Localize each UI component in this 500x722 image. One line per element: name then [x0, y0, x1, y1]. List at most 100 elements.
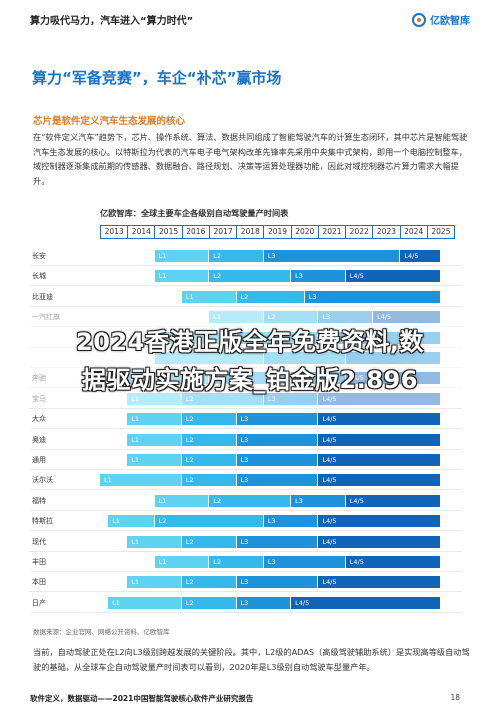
row-divider [30, 428, 462, 430]
timeline-segment: L1 [127, 413, 181, 426]
segment-level-label: L4/5 [318, 474, 441, 487]
segment-level-label: L1 [127, 413, 181, 426]
row-divider [30, 265, 462, 266]
segment-level-label: L2 [209, 556, 263, 568]
timeline-segment: L2 [181, 596, 236, 609]
timeline-segment: L2 [181, 474, 236, 487]
segment-level-label: L2 [181, 413, 236, 426]
segment-level-label: L3 [291, 270, 345, 283]
year-axis: 2013 2014 2015 2016 2017 2018 2019 2020 2021 2022… [100, 225, 455, 239]
timeline-segment: L1 [154, 556, 209, 568]
segment-level-label: L1 [154, 250, 209, 262]
segment-level-label: L2 [181, 454, 236, 466]
logo-icon [412, 12, 426, 27]
timeline-segment: L2 [209, 270, 291, 283]
segment-level-label: L2 [181, 474, 236, 487]
brand-label: 沃尔沃 [32, 476, 53, 485]
brand-label: 现代 [32, 537, 46, 546]
segment-level-label: L4/5 [318, 515, 441, 528]
row-divider [30, 550, 462, 552]
segment-level-label: L3 [291, 494, 345, 507]
logo-text: 亿欧智库 [430, 16, 470, 27]
timeline-segment: L4/5 [345, 494, 441, 507]
row-divider [30, 591, 462, 593]
brand-label: 通用 [32, 456, 46, 464]
watermark-line-1: 2024香港正版全年免费资料,数 [76, 328, 424, 356]
timeline-segment: L4/5 [345, 556, 441, 568]
year-label: 2020 [292, 226, 319, 238]
brand-label: 奥迪 [32, 435, 46, 444]
segment-level-label: L3 [236, 576, 318, 589]
segment-level-label: L1 [100, 474, 181, 487]
timeline-segment: L4/5 [400, 250, 441, 262]
brand-label: 特斯拉 [32, 517, 53, 526]
year-label: 2013 [101, 226, 129, 238]
timeline-segment: L1 [108, 515, 154, 528]
segment-level-label: L1 [127, 576, 181, 589]
timeline-segment: L3 [236, 454, 318, 466]
timeline-segment: L3 [236, 433, 318, 446]
segment-level-label: L1 [154, 556, 209, 568]
brand-label: 长安 [32, 252, 46, 260]
timeline-segment: L3 [236, 535, 318, 548]
row-divider [30, 469, 462, 470]
segment-level-label: L2 [236, 290, 304, 303]
timeline-segment: L4/5 [318, 413, 441, 426]
row-divider [30, 285, 462, 287]
timeline-segment: L3 [236, 413, 318, 426]
timeline-segment: L2 [181, 576, 236, 589]
timeline-segment: L1 [127, 454, 181, 466]
intro-paragraph: 在“软件定义汽车”趋势下，芯片、操作系统、算法、数据共同组成了智能驾驶汽车的计算… [33, 132, 468, 186]
chart-title: 亿欧智库：全球主要车企各级别自动驾驶量产时间表 [100, 208, 289, 218]
row-divider [30, 407, 462, 409]
year-label: 2022 [346, 226, 374, 238]
segment-level-label: L1 [127, 433, 181, 446]
segment-level-label: L3 [263, 556, 345, 568]
segment-level-label: L1 [181, 290, 236, 303]
segment-level-label: L1 [154, 270, 209, 283]
year-label: 2021 [319, 226, 347, 238]
segment-level-label: L1 [108, 515, 154, 528]
year-label: 2025 [431, 227, 451, 236]
segment-level-label: L3 [263, 515, 318, 528]
page-header: 算力吸代马力，汽车进入“算力时代” 亿欧智库 [0, 0, 500, 40]
timeline-segment: L1 [154, 494, 209, 507]
row-divider [30, 305, 462, 307]
page-number: 18 [450, 693, 460, 702]
brand-label: 丰田 [32, 558, 46, 566]
year-label: 2015 [155, 226, 183, 238]
segment-level-label: L1 [127, 454, 181, 466]
timeline-segment: L2 [209, 494, 291, 507]
row-divider [30, 571, 462, 572]
timeline-segment: L4/5 [291, 596, 441, 609]
segment-level-label: L2 [209, 250, 263, 262]
timeline-segment: L2 [181, 433, 236, 446]
logo: 亿欧智库 [412, 12, 470, 27]
timeline-segment: L1 [127, 576, 181, 589]
brand-label: 比亚迪 [32, 292, 53, 301]
segment-level-label: L2 [209, 270, 291, 283]
page-footer: 软件定义，数据驱动——2021中国智能驾驶核心软件产业研究报告 18 [30, 693, 470, 704]
segment-level-label: L4/5 [400, 250, 441, 262]
year-label: 2024 [401, 226, 428, 238]
timeline-segment: L1 [108, 596, 181, 609]
header-title: 算力吸代马力，汽车进入“算力时代” [30, 16, 194, 27]
timeline-segment: L4/5 [345, 270, 441, 283]
brand-label: 大众 [32, 415, 46, 424]
segment-level-label: L3 [304, 290, 441, 303]
segment-level-label: L1 [127, 535, 181, 548]
segment-level-label: L3 [236, 535, 318, 548]
segment-level-label: L1 [108, 596, 181, 609]
timeline-segment: L3 [304, 290, 441, 303]
timeline-segment: L2 [181, 454, 236, 466]
timeline-segment: L4/5 [318, 535, 441, 548]
segment-level-label: L3 [236, 596, 291, 609]
segment-level-label: L3 [236, 413, 318, 426]
segment-level-label: L2 [181, 535, 236, 548]
timeline-segment: L2 [181, 413, 236, 426]
timeline-segment: L4/5 [318, 433, 441, 446]
year-label: 2016 [183, 226, 210, 238]
segment-level-label: L4/5 [318, 454, 441, 466]
segment-level-label: L4/5 [318, 413, 441, 426]
timeline-segment: L2 [209, 250, 263, 262]
